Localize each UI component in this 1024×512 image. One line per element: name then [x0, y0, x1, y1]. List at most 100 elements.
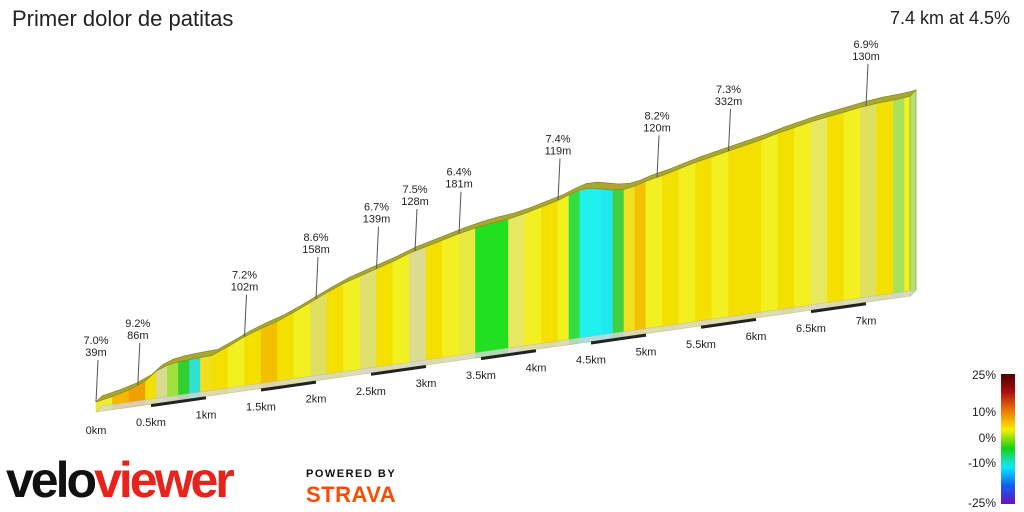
profile-segment: [876, 99, 894, 302]
profile-segment: [260, 320, 278, 389]
gradient-legend-bar: [1001, 374, 1015, 504]
legend-label-10: 10%: [971, 405, 996, 419]
distance-band: [590, 333, 647, 345]
x-tick-label: 3km: [416, 378, 437, 390]
profile-top-group: [95, 89, 917, 403]
profile-segment: [904, 95, 911, 298]
annotation-leader: [137, 342, 141, 386]
profile-segment: [579, 187, 592, 344]
profile-segment: [541, 199, 559, 349]
x-tick-label: 2km: [306, 394, 327, 406]
annotation-length: 332m: [715, 96, 743, 108]
profile-segment: [695, 156, 713, 327]
distance-band: [150, 396, 207, 408]
x-tick-label: 1.5km: [246, 401, 276, 413]
profile-segment: [645, 175, 663, 334]
annotation-grade: 6.9%: [853, 39, 878, 51]
profile-segment: [662, 168, 680, 332]
profile-segment: [310, 291, 328, 382]
profile-segment: [326, 282, 344, 380]
legend-label-min: -25%: [967, 496, 996, 510]
profile-segment: [744, 139, 762, 320]
annotation-length: 158m: [302, 244, 330, 256]
profile-fill-group: [95, 95, 911, 413]
annotation-length: 86m: [127, 330, 148, 342]
profile-segment: [376, 260, 394, 373]
profile-segment: [601, 188, 614, 341]
annotation-grade: 9.2%: [125, 318, 150, 330]
annotation-length: 120m: [643, 122, 671, 134]
x-tick-label: 1km: [196, 409, 217, 421]
x-tick-label: 6.5km: [796, 323, 826, 335]
profile-segment: [442, 233, 460, 363]
distance-band: [700, 317, 757, 329]
legend-label-neg10: -10%: [967, 456, 996, 470]
x-tick-label: 5.5km: [686, 339, 716, 351]
profile-segment: [425, 239, 443, 366]
annotation-leader: [376, 226, 379, 269]
distance-band: [260, 380, 317, 392]
annotation-leader: [95, 359, 99, 403]
profile-segment: [590, 187, 603, 342]
x-tick-label: 0km: [86, 425, 107, 437]
profile-segment: [728, 144, 746, 323]
annotation-length: 119m: [545, 145, 572, 157]
profile-segment: [860, 102, 878, 304]
annotation-grade: 7.5%: [402, 184, 427, 196]
powered-by-label: POWERED BY: [306, 468, 397, 480]
x-tick-label: 3.5km: [466, 370, 496, 382]
profile-segment: [612, 188, 625, 339]
profile-segment: [568, 189, 581, 345]
annotation-grade: 7.0%: [83, 335, 108, 347]
profile-segment: [409, 246, 427, 368]
annotation-grade: 7.3%: [716, 84, 741, 96]
annotation-group: 7.0%39m 9.2%86m 7.2%102m 8.6%158m 6.7%139m 7.…: [83, 39, 880, 403]
distance-band: [480, 349, 537, 361]
annotation-length: 181m: [445, 179, 473, 191]
x-tick-label: 0.5km: [136, 417, 166, 429]
legend-label-0: 0%: [978, 431, 996, 445]
profile-segment: [794, 121, 812, 313]
annotation-leader: [244, 294, 247, 337]
logo-part-viewer: viewer: [94, 452, 235, 508]
profile-segment: [678, 161, 696, 330]
annotation-length: 128m: [401, 196, 429, 208]
x-tick-label: 5km: [636, 347, 657, 359]
profile-segment: [392, 252, 410, 371]
profile-segment: [893, 97, 905, 299]
profile-segment: [843, 106, 861, 306]
annotation-leader: [557, 158, 561, 201]
profile-segment: [557, 194, 570, 347]
profile-end-cap: [909, 89, 917, 297]
annotation-length: 102m: [231, 282, 259, 294]
profile-segment: [244, 328, 262, 392]
annotation-leader: [865, 63, 869, 106]
veloviewer-logo[interactable]: veloviewer: [6, 452, 235, 508]
x-tick-label: 4km: [526, 362, 547, 374]
annotation-leader: [414, 208, 418, 252]
profile-segment: [761, 132, 779, 318]
logo-part-velo: velo: [6, 452, 97, 508]
profile-segment: [711, 150, 729, 325]
strava-logo: STRAVA: [306, 482, 397, 507]
powered-by-strava[interactable]: POWERED BY STRAVA: [306, 468, 396, 508]
annotation-grade: 8.2%: [644, 110, 669, 122]
profile-segment: [623, 185, 636, 338]
annotation-grade: 6.4%: [446, 167, 471, 179]
profile-segment: [810, 116, 828, 311]
profile-segment: [508, 212, 526, 354]
annotation-length: 130m: [852, 51, 880, 63]
annotation-grade: 8.6%: [303, 232, 328, 244]
profile-segment: [524, 206, 542, 352]
profile-segment: [777, 127, 795, 316]
profile-segment: [277, 311, 295, 387]
profile-segment: [293, 301, 311, 385]
annotation-grade: 7.2%: [232, 270, 257, 282]
annotation-leader: [656, 135, 660, 178]
annotation-leader: [728, 109, 731, 152]
profile-segment: [359, 268, 377, 375]
x-tick-label: 2.5km: [356, 386, 386, 398]
x-tick-label: 7km: [856, 315, 877, 327]
x-tick-label: 6km: [746, 331, 767, 343]
annotation-length: 139m: [363, 214, 391, 226]
